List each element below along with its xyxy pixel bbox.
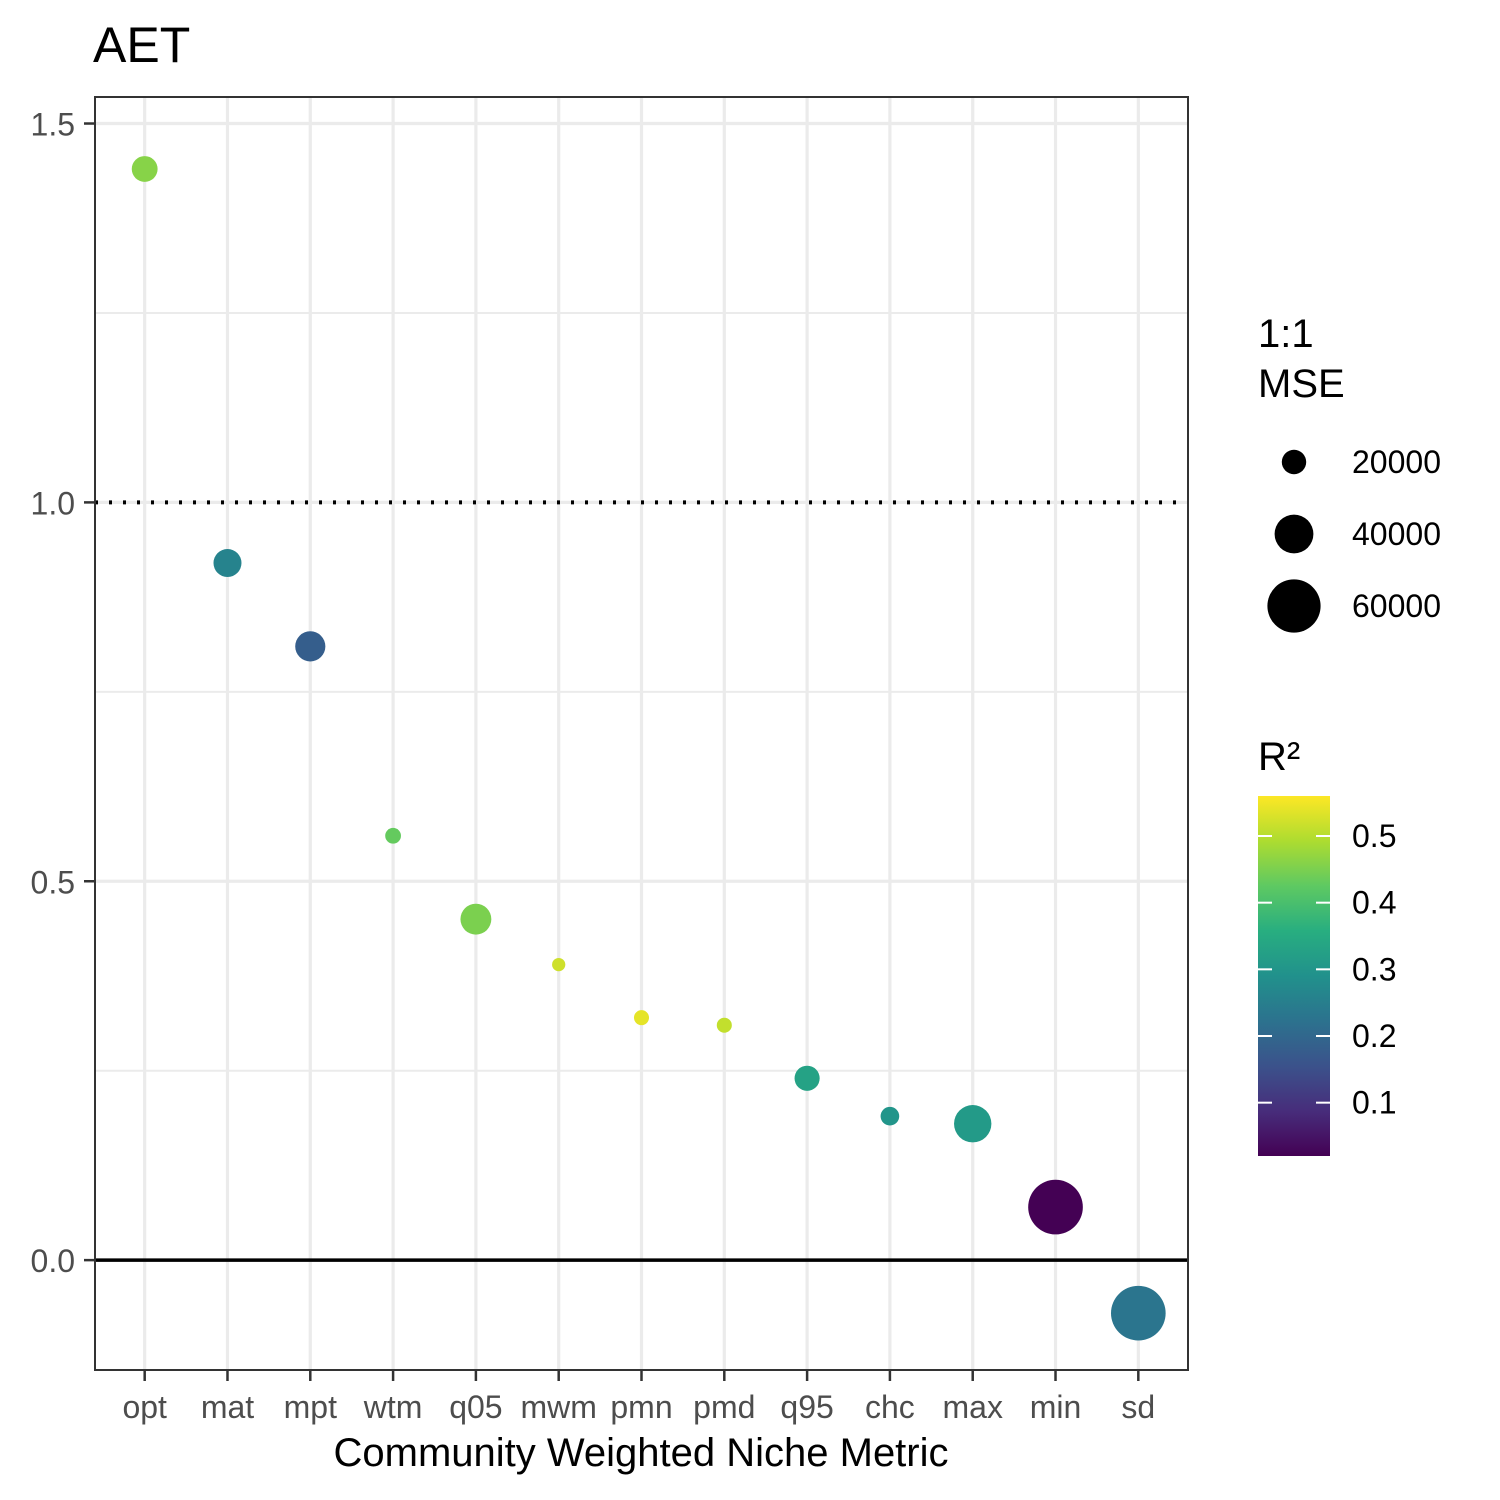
data-points [131,156,1166,1341]
y-tick-label: 0.5 [31,864,75,900]
x-axis-title: Community Weighted Niche Metric [333,1431,948,1475]
colorbar-tick-label: 0.2 [1352,1018,1396,1054]
data-point-pmn [633,1010,650,1026]
x-tick-label-pmn: pmn [610,1389,672,1425]
x-axis: opt mat mpt wtm q05 mwm pmn pmd q95 chc max min sd [122,1370,1155,1425]
size-legend-title-line2: MSE [1258,362,1345,406]
size-legend-label: 40000 [1352,516,1441,552]
colorbar-tick-label: 0.3 [1352,951,1396,987]
color-legend: R² 0.1 0.2 0.3 0.4 0.5 [1258,735,1396,1156]
data-point-opt [131,156,158,182]
reference-lines [95,500,1188,1262]
x-tick-label-q05: q05 [449,1389,502,1425]
size-legend-label: 20000 [1352,444,1441,480]
data-point-chc [880,1106,900,1126]
grid-lines [95,97,1188,1370]
x-tick-label-opt: opt [122,1389,167,1425]
chart-title: AET [93,17,190,73]
colorbar-tick-label: 0.1 [1352,1085,1396,1121]
data-point-mpt [295,631,326,662]
x-tick-label-chc: chc [865,1389,915,1425]
x-tick-label-pmd: pmd [693,1389,755,1425]
size-legend-key [1281,449,1307,475]
y-axis: 0.0 0.5 1.0 1.5 [31,107,95,1279]
x-tick-label-wtm: wtm [363,1389,423,1425]
y-tick-label: 0.0 [31,1243,75,1279]
x-tick-label-q95: q95 [780,1389,833,1425]
data-point-pmd [716,1017,732,1033]
size-legend-key [1274,514,1314,554]
y-tick-label: 1.5 [31,107,75,143]
data-point-q95 [794,1065,820,1091]
y-tick-label: 1.0 [31,485,75,521]
data-point-mat [213,549,242,578]
size-legend-key [1267,579,1321,633]
data-point-min [1028,1179,1083,1235]
x-tick-label-sd: sd [1121,1389,1155,1425]
colorbar [1258,796,1330,1156]
size-legend-label: 60000 [1352,588,1441,624]
data-point-max [954,1105,992,1143]
data-point-wtm [385,827,401,844]
size-legend: 1:1 MSE 20000 40000 60000 [1258,312,1441,633]
data-point-sd [1110,1285,1166,1341]
data-point-q05 [460,903,492,935]
colorbar-tick-label: 0.4 [1352,885,1396,921]
x-tick-label-mat: mat [201,1389,254,1425]
x-tick-label-min: min [1030,1389,1082,1425]
x-tick-label-mpt: mpt [284,1389,337,1425]
x-tick-label-max: max [942,1389,1002,1425]
size-legend-title-line1: 1:1 [1258,312,1314,356]
color-legend-title: R² [1258,735,1300,779]
x-tick-label-mwm: mwm [520,1389,596,1425]
data-point-mwm [552,957,566,972]
colorbar-tick-label: 0.5 [1352,818,1396,854]
